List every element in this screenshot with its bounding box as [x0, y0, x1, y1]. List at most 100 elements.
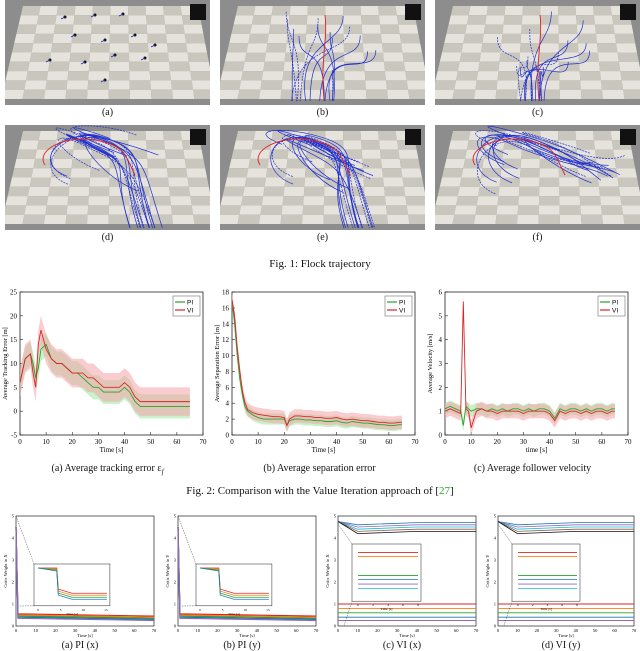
floor-tile	[166, 158, 187, 169]
floor-tile	[364, 196, 386, 206]
floor-tile	[35, 24, 56, 34]
floor-tile	[594, 140, 614, 150]
y-tick-label: 0	[14, 408, 18, 416]
x-tick-label: 10	[355, 628, 360, 633]
floor-tile	[538, 196, 560, 206]
floor-tile	[558, 43, 579, 53]
floor-tile	[362, 33, 382, 44]
floor-tile	[44, 89, 67, 99]
floor-tile	[579, 196, 601, 206]
floor-tile	[383, 52, 404, 62]
floor-tile	[146, 24, 166, 34]
floor-tile	[381, 33, 402, 44]
floor-tile	[148, 52, 169, 62]
floor-tile	[220, 214, 240, 224]
zoom-guide	[503, 601, 513, 627]
x-tick-label: 20	[375, 628, 380, 633]
floor-tile	[170, 196, 192, 206]
inset-x-tick: 0	[357, 603, 359, 607]
floor-tile	[575, 6, 594, 16]
floor-tile	[68, 61, 90, 72]
series-band-vi	[232, 293, 402, 433]
floor-tile	[289, 6, 308, 16]
floor-tile	[378, 6, 397, 16]
floor-tile	[439, 177, 462, 187]
floor-tile	[616, 168, 637, 178]
series-line-pi	[231, 299, 402, 427]
floor-tile	[539, 168, 559, 178]
floor-tile	[360, 131, 379, 141]
y-tick-label: 1	[334, 602, 336, 607]
y-tick-label: 5	[174, 514, 177, 519]
floor-tile	[593, 6, 612, 16]
floor-tile	[398, 24, 419, 34]
vi-x-weights-chart: 0 10 20 30 40 50 60 70 0 1 2 3 4 5 Time [s] Critic Weig…	[322, 512, 482, 640]
floor-tile	[559, 71, 581, 81]
x-axis-label: Time [s]	[77, 633, 93, 638]
trajectory-line	[299, 18, 319, 102]
floor-tile	[457, 61, 480, 72]
trajectory-line	[272, 138, 373, 229]
floor-tile	[559, 214, 582, 224]
floor-tile	[521, 15, 541, 25]
floor-tile	[435, 196, 458, 206]
inset-weight-line	[199, 567, 269, 600]
y-tick-label: 14	[222, 320, 230, 328]
x-tick-label: 30	[520, 438, 528, 446]
floor-tile	[406, 205, 425, 215]
floor-tile	[387, 214, 410, 224]
trajectory-line	[309, 37, 333, 102]
floor-tile	[450, 131, 471, 141]
y-axis-label: Average Tracking Error [m]	[2, 327, 9, 400]
x-tick-label: 30	[307, 438, 315, 446]
floor-tile	[190, 71, 210, 81]
floor-tile	[88, 71, 110, 81]
agent-heading	[45, 59, 51, 63]
floor-tile	[558, 131, 577, 141]
inset-x-tick: 10	[82, 608, 86, 612]
inset-plot	[351, 543, 422, 602]
floor-tile	[501, 158, 522, 169]
floor-tile	[539, 24, 559, 34]
floor-tile	[268, 24, 289, 34]
floor-tile	[380, 149, 400, 159]
floor-tile	[435, 205, 457, 215]
y-tick-label: 4	[174, 536, 177, 541]
floor-tile	[271, 131, 291, 141]
inset-x-label: Time [s]	[381, 607, 393, 611]
x-tick-label: 60	[454, 628, 459, 633]
floor-tile	[220, 196, 243, 206]
y-tick-label: 16	[222, 304, 230, 312]
floor-tile	[74, 6, 93, 16]
floor-tile	[324, 33, 344, 44]
floor-tile	[12, 168, 34, 178]
floor-tile	[302, 214, 324, 224]
floor-tile	[444, 33, 466, 44]
floor-tile	[52, 33, 73, 44]
floor-tile	[33, 33, 54, 44]
floor-tile	[248, 158, 269, 169]
trajectory-line	[524, 61, 569, 102]
floor-tile	[108, 89, 130, 99]
floor-tile	[45, 80, 68, 90]
floor-tile	[360, 6, 379, 16]
velocity-svg: 0 10 20 30 40 50 60 70 0 1 2 3 4 5 6 time [s] Average Ve…	[427, 289, 632, 455]
floor-tile	[193, 214, 210, 224]
floor-tile	[497, 196, 519, 206]
floor-tile	[285, 168, 306, 178]
floor-tile	[88, 196, 110, 206]
x-tick-label: 40	[573, 628, 578, 633]
floor-tile	[476, 196, 499, 206]
floor-tile	[149, 61, 170, 72]
y-tick-label: 5	[14, 384, 18, 392]
floor-tile	[9, 177, 32, 187]
citation-link[interactable]: 27	[439, 485, 451, 497]
inset-x-tick: 8	[417, 603, 419, 607]
floor-tile	[435, 214, 455, 224]
floor-tile	[613, 149, 634, 159]
floor-tile	[382, 43, 403, 53]
legend-box	[172, 295, 201, 317]
floor-tile	[362, 43, 383, 53]
floor-tile	[457, 186, 480, 197]
